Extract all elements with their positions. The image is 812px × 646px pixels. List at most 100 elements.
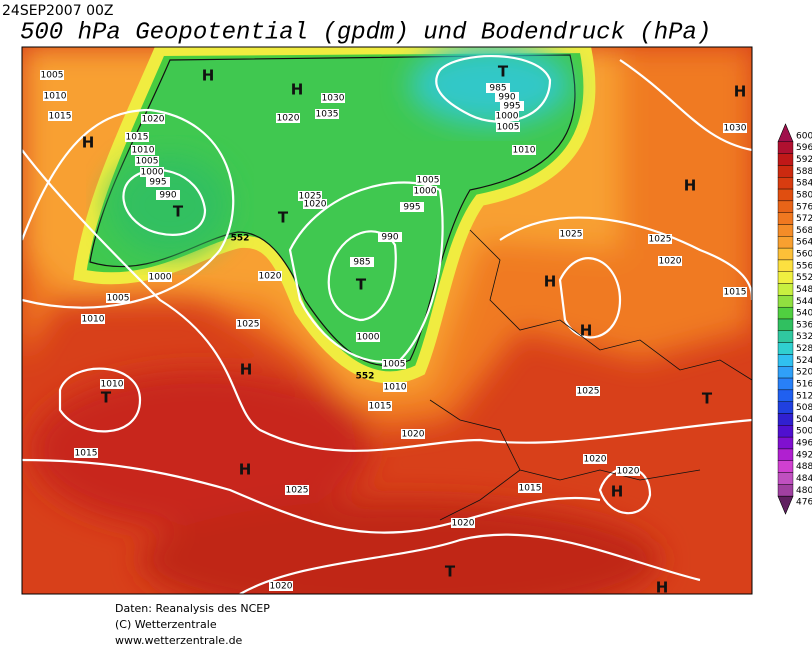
- colorbar-label: 504: [796, 415, 812, 425]
- colorbar-label: 480: [796, 486, 812, 496]
- colorbar-label: 524: [796, 356, 812, 366]
- isobar-label-bg: [125, 132, 149, 142]
- isobar-label: 990: [159, 191, 176, 201]
- pressure-center: T: [445, 563, 456, 581]
- pressure-center: H: [656, 579, 669, 597]
- height-label: 552: [356, 372, 375, 382]
- colorbar-label: 500: [796, 427, 812, 437]
- colorbar-band: [777, 271, 794, 284]
- pressure-center: H: [684, 177, 697, 195]
- isobar-label: 1010: [384, 383, 407, 393]
- isobar-label: 1000: [414, 187, 437, 197]
- colorbar-label: 520: [796, 368, 812, 378]
- height-label: 552: [231, 234, 250, 244]
- isobar-label: 1020: [304, 200, 327, 210]
- isobar-label-bg: [303, 199, 327, 209]
- colorbar-label: 600: [796, 131, 812, 141]
- pressure-center: H: [611, 483, 624, 501]
- colorbar-band: [777, 200, 794, 213]
- colorbar-label: 584: [796, 179, 812, 189]
- isobar-label: 1000: [149, 273, 172, 283]
- isobar-label: 1010: [513, 146, 536, 156]
- colorbar-band: [777, 188, 794, 202]
- isobar-label: 1025: [560, 230, 583, 240]
- colorbar-band: [777, 389, 794, 402]
- colorbar-band: [777, 472, 794, 485]
- colorbar-label: 576: [796, 202, 812, 212]
- isobar-label: 1005: [107, 294, 130, 304]
- isobar-label-bg: [298, 191, 322, 201]
- isobar-label-bg: [106, 293, 130, 303]
- isobar-label: 1025: [299, 192, 322, 202]
- isobar-label-bg: [368, 401, 392, 411]
- colorbar-band: [777, 236, 794, 249]
- colorbar-band: [777, 377, 794, 391]
- isobar-label-bg: [356, 332, 380, 342]
- colorbar-band: [777, 318, 794, 332]
- colorbar-label: 548: [796, 285, 812, 295]
- colorbar-label: 532: [796, 332, 812, 342]
- isobar-label: 1015: [126, 133, 149, 143]
- pressure-center: T: [356, 276, 367, 294]
- pressure-center: T: [278, 209, 289, 227]
- colorbar-label: 592: [796, 155, 812, 165]
- pressure-center: T: [101, 389, 112, 407]
- pressure-center: T: [702, 390, 713, 408]
- isobar-label-bg: [135, 156, 159, 166]
- colorbar-cap: [777, 495, 794, 515]
- isobar-label: 995: [403, 203, 420, 213]
- isobar-label-bg: [616, 466, 640, 476]
- isobar-label: 1015: [519, 484, 542, 494]
- isobar-label: 1010: [82, 315, 105, 325]
- isobar-label-bg: [382, 359, 406, 369]
- isobar-label: 1005: [497, 123, 520, 133]
- colorbar-band: [777, 295, 794, 308]
- colorbar-label: 492: [796, 450, 812, 460]
- isobar-label: 1030: [322, 94, 345, 104]
- isobar-label-bg: [500, 101, 524, 111]
- isobar-label: 990: [381, 233, 398, 243]
- isobar-label-bg: [512, 145, 536, 155]
- colorbar-band: [777, 436, 794, 450]
- isobar-label-bg: [269, 581, 293, 591]
- colorbar-label: 564: [796, 238, 812, 248]
- pressure-center: H: [291, 81, 304, 99]
- isobar-label: 1020: [659, 257, 682, 267]
- isobar-label-bg: [486, 83, 510, 93]
- isobar-label-bg: [648, 234, 672, 244]
- isobar-label-bg: [658, 256, 682, 266]
- isobar-label: 1025: [237, 320, 260, 330]
- isobar-label: 1000: [496, 112, 519, 122]
- isobar-label: 1015: [49, 112, 72, 122]
- isobar-label-bg: [74, 448, 98, 458]
- colorbar-label: 488: [796, 462, 812, 472]
- isobar-label-bg: [141, 114, 165, 124]
- isobar-label-bg: [100, 379, 124, 389]
- colorbar-band: [777, 165, 794, 178]
- colorbar-label: 544: [796, 297, 812, 307]
- colorbar-band: [777, 247, 794, 261]
- footer-line: www.wetterzentrale.de: [115, 634, 243, 646]
- isobar-label: 1015: [75, 449, 98, 459]
- colorbar-label: 588: [796, 167, 812, 177]
- isobar-label-bg: [156, 190, 180, 200]
- colorbar-band: [777, 141, 794, 154]
- isobar-label-bg: [40, 70, 64, 80]
- colorbar-label: 476: [796, 498, 812, 508]
- colorbar-label: 552: [796, 273, 812, 283]
- isobar-label: 1035: [316, 110, 339, 120]
- isobar-label: 1000: [141, 168, 164, 178]
- isobar-label: 1005: [417, 176, 440, 186]
- isobar-label: 985: [489, 84, 506, 94]
- isobar-label-bg: [723, 123, 747, 133]
- map-frame: [21, 46, 753, 595]
- pressure-center: T: [173, 203, 184, 221]
- isobar-label: 1015: [369, 402, 392, 412]
- isobar-label-bg: [276, 113, 300, 123]
- isobar-label-bg: [321, 93, 345, 103]
- isobar-label: 990: [498, 93, 515, 103]
- isobar-label-bg: [48, 111, 72, 121]
- pressure-center: T: [498, 63, 509, 81]
- isobar-label: 1025: [286, 486, 309, 496]
